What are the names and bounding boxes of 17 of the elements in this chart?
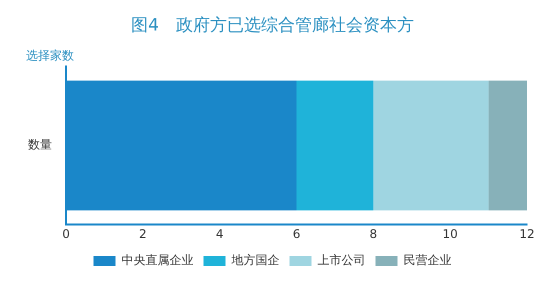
y-axis-title: 选择家数: [26, 48, 74, 63]
bar: [296, 80, 374, 210]
x-tick-label: 6: [292, 226, 300, 241]
legend-label: 地方国企: [230, 253, 280, 268]
x-tick-label: 2: [139, 226, 147, 241]
bar: [488, 80, 527, 210]
x-tick-label: 4: [216, 226, 224, 241]
bar: [373, 80, 489, 210]
legend-label: 上市公司: [318, 253, 366, 268]
x-tick-label: 0: [62, 226, 70, 241]
x-tick-label: 8: [370, 226, 378, 241]
x-tick-label: 12: [519, 226, 535, 241]
legend-label: 民营企业: [404, 253, 452, 268]
chart-title: 图4 政府方已选综合管廊社会资本方: [131, 16, 414, 36]
legend-label: 中央直属企业: [122, 253, 194, 268]
x-tick-label: 10: [442, 226, 458, 241]
y-tick-label: 数量: [28, 138, 52, 152]
